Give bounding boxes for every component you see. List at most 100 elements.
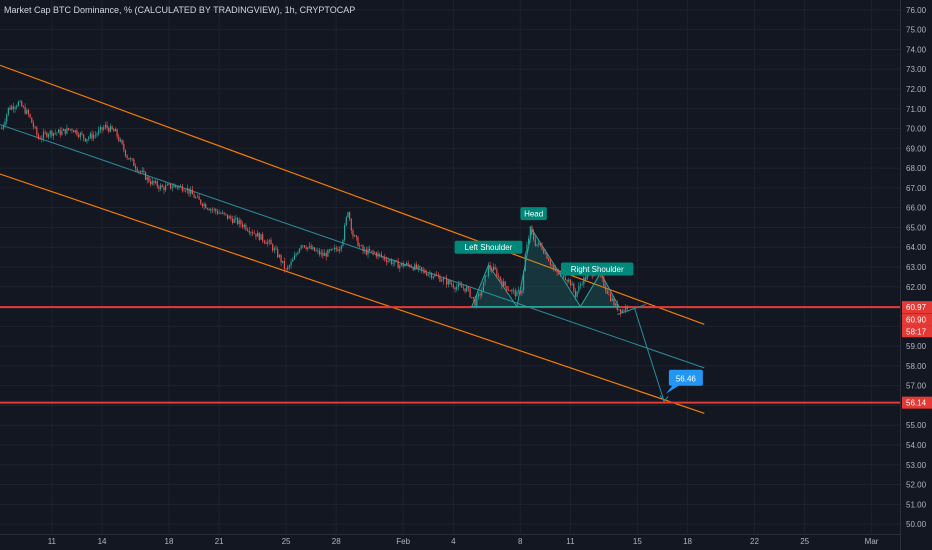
candle-body [99, 127, 101, 130]
candle-body [424, 270, 426, 274]
annotations[interactable]: Left Shoulder Head Right Shoulder 56.46 [454, 207, 703, 394]
candle-body [335, 247, 337, 250]
x-tick-label: 8 [518, 537, 523, 546]
y-tick-label: 64.00 [906, 243, 927, 252]
candle-body [370, 250, 372, 252]
candle-body [395, 260, 398, 261]
candle-body [144, 172, 147, 180]
y-tick-label: 71.00 [906, 105, 927, 114]
candle-body [623, 310, 625, 311]
candle-body [253, 233, 255, 235]
candle-body [613, 298, 615, 306]
candle-body [484, 275, 486, 283]
annotation-text: Head [524, 210, 543, 219]
annotation-label[interactable]: Head [520, 207, 547, 221]
candle-body [414, 264, 416, 270]
x-axis[interactable]: 11 14 18 21 25 28 Feb 4 8 11 15 18 22 25 Mar [48, 537, 879, 546]
candle-body [430, 273, 433, 278]
candle-body [618, 309, 620, 310]
price-tag-text: 60.90 [906, 315, 927, 324]
y-axis[interactable]: 50.0051.0052.0053.0054.0055.0056.0057.00… [906, 6, 927, 529]
candle-body [228, 216, 230, 219]
annotation-text: Left Shoulder [465, 243, 513, 252]
candle-body [161, 185, 163, 188]
annotation-label[interactable]: Left Shoulder [454, 240, 523, 254]
candle-body [104, 124, 106, 128]
candle-body [129, 158, 132, 160]
candle-body [307, 247, 309, 250]
candle-body [355, 235, 357, 238]
candle-body [178, 186, 180, 188]
candle-body [315, 250, 317, 252]
candle-body [528, 238, 530, 245]
trend-lines[interactable] [0, 64, 900, 414]
candle-body [556, 270, 558, 273]
annotation-label[interactable]: Right Shoulder [561, 262, 634, 276]
candle-body [74, 130, 76, 133]
candle-body [625, 306, 627, 311]
candle-body [521, 290, 523, 294]
candle-body [519, 290, 521, 294]
candle-body [41, 138, 43, 140]
y-tick-label: 54.00 [906, 441, 927, 450]
candle-body [14, 107, 16, 109]
x-tick-label: Feb [396, 537, 410, 546]
candle-body [429, 273, 431, 275]
candle-body [464, 288, 466, 292]
candle-body [56, 132, 58, 134]
candle-body [236, 218, 239, 224]
candle-body [514, 290, 516, 297]
x-tick-label: 18 [683, 537, 692, 546]
candle-body [499, 276, 501, 281]
candle-body [168, 184, 170, 185]
candle-body [551, 264, 553, 266]
candle-body [310, 245, 312, 250]
candle-body [359, 245, 361, 247]
candle-body [344, 225, 346, 240]
candle-body [292, 259, 294, 262]
target-callout-pointer [665, 383, 682, 394]
candle-body [404, 265, 406, 267]
y-tick-label: 51.00 [906, 500, 927, 509]
candle-body [88, 137, 90, 140]
candle-body [347, 212, 349, 218]
candle-body [564, 277, 567, 280]
candle-body [213, 209, 215, 210]
x-tick-label: 22 [750, 537, 759, 546]
y-tick-label: 59.00 [906, 342, 927, 351]
candle-body [170, 184, 172, 189]
candle-body [611, 298, 613, 301]
candle-body [405, 263, 408, 266]
candle-body [446, 278, 448, 285]
target-callout[interactable]: 56.46 [665, 369, 703, 394]
candle-body [133, 159, 135, 167]
candle-body [466, 286, 468, 292]
head-and-shoulders-pattern[interactable] [471, 228, 620, 308]
candle-body [374, 252, 376, 253]
candle-body [76, 130, 78, 135]
candle-body [46, 132, 48, 137]
candle-body [302, 245, 304, 246]
candle-body [571, 283, 573, 286]
candle-body [22, 106, 25, 108]
candle-body [437, 275, 439, 277]
candle-body [9, 107, 11, 110]
candle-body [382, 256, 384, 258]
candle-body [573, 283, 575, 291]
candle-body [407, 263, 409, 265]
candle-body [338, 249, 341, 252]
candle-body [183, 190, 185, 192]
price-series [1, 99, 628, 317]
candle-body [399, 265, 401, 269]
candle-body [31, 117, 33, 123]
candle-body [491, 269, 493, 271]
candle-body [323, 253, 326, 256]
y-tick-label: 73.00 [906, 65, 927, 74]
candle-body [586, 274, 588, 280]
candle-body [39, 138, 41, 140]
candle-body [83, 134, 85, 139]
candle-body [103, 127, 105, 130]
candle-body [273, 248, 275, 251]
